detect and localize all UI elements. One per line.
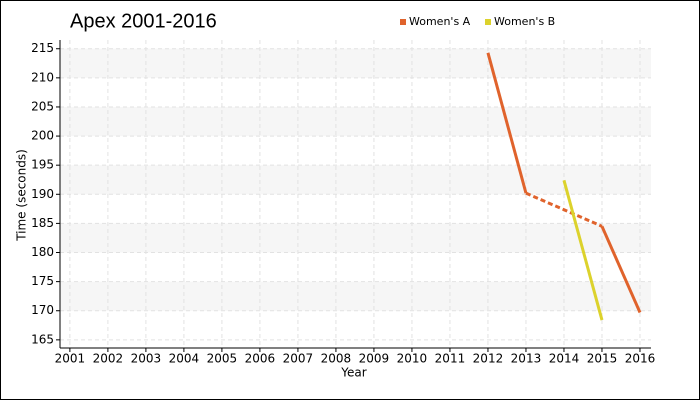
series-line bbox=[562, 179, 604, 321]
x-tick-label: 2013 bbox=[511, 352, 542, 366]
y-tick-label: 190 bbox=[31, 187, 54, 201]
y-tick-label: 180 bbox=[31, 245, 54, 259]
x-tick-label: 2002 bbox=[93, 352, 124, 366]
x-tick-label: 2007 bbox=[283, 352, 314, 366]
x-axis-label: Year bbox=[340, 366, 366, 380]
grid-band bbox=[60, 48, 651, 78]
x-tick-label: 2003 bbox=[131, 352, 162, 366]
legend-swatch bbox=[400, 19, 406, 25]
x-tick-label: 2016 bbox=[625, 352, 656, 366]
y-tick-label: 170 bbox=[31, 303, 54, 317]
x-tick-label: 2014 bbox=[549, 352, 580, 366]
y-tick-label: 185 bbox=[31, 216, 54, 230]
x-tick-label: 2004 bbox=[169, 352, 200, 366]
x-tick-label: 2006 bbox=[245, 352, 276, 366]
x-tick-label: 2008 bbox=[321, 352, 352, 366]
x-tick-label: 2015 bbox=[587, 352, 618, 366]
plot-area bbox=[60, 40, 651, 348]
legend-label: Women's B bbox=[494, 15, 555, 28]
x-tick-label: 2011 bbox=[435, 352, 466, 366]
grid-band bbox=[60, 165, 651, 195]
legend-swatch bbox=[485, 19, 491, 25]
x-tick-label: 2009 bbox=[359, 352, 390, 366]
y-tick-label: 200 bbox=[31, 129, 54, 143]
y-tick-label: 215 bbox=[31, 41, 54, 55]
x-tick-label: 2012 bbox=[473, 352, 504, 366]
x-tick-label: 2005 bbox=[207, 352, 238, 366]
x-tick-label: 2010 bbox=[397, 352, 428, 366]
y-tick-label: 195 bbox=[31, 158, 54, 172]
chart-title: Apex 2001-2016 bbox=[70, 10, 217, 32]
y-tick-label: 205 bbox=[31, 99, 54, 113]
grid-band bbox=[60, 281, 651, 311]
series-line bbox=[600, 225, 642, 314]
legend-label: Women's A bbox=[409, 15, 471, 28]
grid-band bbox=[60, 106, 651, 137]
series-line bbox=[486, 52, 528, 194]
x-tick-label: 2001 bbox=[55, 352, 86, 366]
y-tick-label: 165 bbox=[31, 332, 54, 346]
y-tick-label: 210 bbox=[31, 70, 54, 84]
y-tick-label: 175 bbox=[31, 274, 54, 288]
y-axis-label: Time (seconds) bbox=[15, 149, 29, 242]
grid-band bbox=[60, 223, 651, 253]
gap-bridge bbox=[525, 191, 603, 228]
